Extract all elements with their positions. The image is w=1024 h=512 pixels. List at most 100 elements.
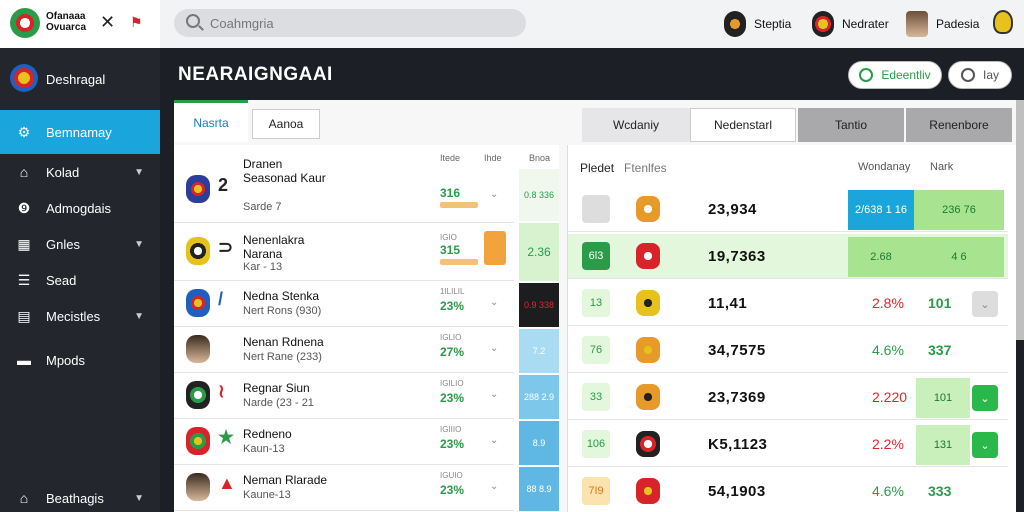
sidebar-item-mpods[interactable]: ▬ Mpods (0, 342, 160, 378)
flag-icon[interactable]: ⚑ (130, 14, 143, 30)
segment-tantio[interactable]: Tantio (798, 108, 904, 142)
button-label: Edeentliv (881, 68, 931, 82)
player-photo-icon (582, 195, 610, 223)
list-item[interactable]: ★ Redneno Kaun-13 IGIIIO 23% ⌄ (174, 419, 514, 465)
row-value: 23% (440, 299, 465, 313)
row-number: K5,1123 (708, 436, 768, 453)
top-user-padesia[interactable]: Padesia (906, 10, 979, 38)
sidebar-item-label: Mpods (46, 352, 86, 368)
sidebar: Deshragal ⚙ Bemnamay ⌂ Kolad ▼ ❾ Admogda… (0, 48, 160, 512)
primary-action-button[interactable]: Edeentliv (848, 61, 942, 89)
row-number: 34,7575 (708, 342, 766, 359)
highlight-cell: 236 76 (914, 190, 1004, 230)
sidebar-item-gnles[interactable]: ▦ Gnles ▼ (0, 226, 160, 262)
list-item[interactable]: ≀ Regnar Siun Narde (23 - 21 IGILIO 23% … (174, 373, 514, 419)
tab-nasrta[interactable]: Nasrta (174, 100, 248, 142)
sidebar-item-mecistles[interactable]: ▤ Mecistles ▼ (0, 298, 160, 334)
club-badge-icon (636, 337, 660, 363)
sidebar-item-beathagis[interactable]: ⌂ Beathagis ▼ (0, 480, 160, 512)
score-column: Bnoa 0.8 336 2.36 0.9 338 7.2 288 2.9 8.… (519, 145, 559, 512)
highlight-button[interactable] (484, 231, 506, 265)
top-user-steptia[interactable]: Steptia (724, 10, 791, 38)
list-item[interactable]: / Nedna Stenka Nert Rons (930) 1ILILIL 2… (174, 281, 514, 327)
list-item[interactable]: 2 Dranen Seasonad Kaur Sarde 7 316 ⌄ (174, 153, 514, 223)
sidebar-item-active[interactable]: ⚙ Bemnamay (0, 110, 160, 154)
club-badge-icon (636, 243, 660, 269)
avatar-icon (186, 335, 210, 363)
club-name: Deshragal (46, 72, 106, 87)
sidebar-club[interactable]: Deshragal (0, 48, 160, 108)
row-small-label: IGUIO (440, 471, 463, 480)
tab-label: Nasrta (193, 115, 229, 130)
row-glyph: / (218, 289, 224, 309)
table-header: Pledet (580, 161, 615, 175)
chevron-down-icon[interactable]: ⌄ (972, 291, 998, 317)
chevron-down-icon[interactable]: ⌄ (490, 389, 499, 400)
table-row[interactable]: 7I9 54,1903 4.6% 333 (568, 469, 1008, 512)
table-row[interactable]: 13 11,41 2.8% 101 ⌄ (568, 281, 1008, 326)
row-value: 333 (928, 483, 952, 499)
chevron-down-icon[interactable]: ⌄ (490, 481, 499, 492)
table-row[interactable]: 23,934 2/638 1 16 236 76 (568, 187, 1008, 232)
row-number: 23,7369 (708, 389, 766, 406)
secondary-action-button[interactable]: Iay (948, 61, 1012, 89)
row-name: Neman Rlarade (243, 473, 328, 487)
segment-nedenstarl[interactable]: Nedenstarl (690, 108, 796, 142)
sidebar-item-admogdais[interactable]: ❾ Admogdais (0, 190, 160, 226)
close-icon[interactable]: ✕ (100, 12, 116, 32)
scrollbar[interactable] (1016, 100, 1024, 340)
row-sub: Kaun-13 (243, 443, 285, 455)
highlight-cell: 131 (916, 425, 970, 465)
segment-label: Tantio (834, 118, 868, 132)
table-subheader: Ftenlfes (624, 161, 667, 175)
sidebar-item-label: Gnles (46, 236, 80, 252)
chevron-down-icon[interactable]: ⌄ (972, 385, 998, 411)
row-number: 54,1903 (708, 483, 766, 500)
row-value: 23% (440, 391, 465, 405)
brand[interactable]: Ofanaaa Ovuarca ✕ ⚑ (0, 0, 160, 48)
row-name: Nedna Stenka (243, 289, 320, 303)
list-item[interactable]: ⊃ Nenenlakra Narana Kar - 13 IGIO 315 (174, 223, 514, 281)
score-cell: 0.8 336 (519, 169, 559, 221)
list-item[interactable]: Nenan Rdnena Nert Rane (233) IGLIO 27% ⌄ (174, 327, 514, 373)
table-row[interactable]: 106 K5,1123 2.2% 131 ⌄ (568, 422, 1008, 467)
table-row[interactable]: 76 34,7575 4.6% 337 (568, 328, 1008, 373)
table-row[interactable]: 33 23,7369 2.220 101 ⌄ (568, 375, 1008, 420)
user-name: Steptia (754, 17, 792, 31)
chevron-down-icon: ▼ (134, 492, 144, 504)
info-icon: ❾ (17, 199, 31, 216)
content-panel: Nasrta Aanoa Wcdaniy Nedenstarl Tantio R… (174, 100, 1016, 512)
score-cell: 0.9 338 (519, 283, 559, 327)
row-name: Nenenlakra Narana (243, 233, 305, 261)
trophy-icon[interactable] (993, 10, 1013, 34)
table-row[interactable]: 6l3 19,7363 2.68 4 6 (568, 234, 1008, 279)
sidebar-item-kolad[interactable]: ⌂ Kolad ▼ (0, 154, 160, 190)
tab-aanoa[interactable]: Aanoa (252, 109, 320, 139)
circle-icon (960, 68, 975, 82)
chevron-down-icon[interactable]: ⌄ (972, 432, 998, 458)
chevron-down-icon[interactable]: ⌄ (490, 343, 499, 354)
chevron-down-icon[interactable]: ⌄ (490, 435, 499, 446)
chevron-down-icon[interactable]: ⌄ (490, 189, 499, 200)
club-badge-icon (186, 289, 210, 317)
club-badge-icon (636, 431, 660, 457)
row-glyph: ≀ (218, 381, 225, 401)
row-number: 19,7363 (708, 248, 766, 265)
row-sub: Narde (23 - 21 (243, 397, 314, 409)
row-number: 23,934 (708, 201, 757, 218)
sidebar-item-sead[interactable]: ☰ Sead (0, 262, 160, 298)
tab-label: Aanoa (268, 117, 304, 131)
chevron-down-icon[interactable]: ⌄ (490, 297, 499, 308)
row-sub: Nert Rane (233) (243, 351, 322, 363)
segment-renenbore[interactable]: Renenbore (906, 108, 1012, 142)
sidebar-item-label: Beathagis (46, 490, 104, 506)
segment-wcdaniy[interactable]: Wcdaniy (582, 108, 690, 142)
row-box: 6l3 (582, 242, 610, 270)
list-item[interactable]: ▲ Neman Rlarade Kaune-13 IGUIO 23% ⌄ (174, 465, 514, 511)
list-icon: ☰ (17, 271, 31, 288)
row-value: 23% (440, 437, 465, 451)
top-user-nedrater[interactable]: Nedrater (812, 10, 889, 38)
circle-icon (859, 68, 874, 82)
search-input[interactable]: Coahmgria (174, 9, 526, 37)
row-box: 13 (582, 289, 610, 317)
